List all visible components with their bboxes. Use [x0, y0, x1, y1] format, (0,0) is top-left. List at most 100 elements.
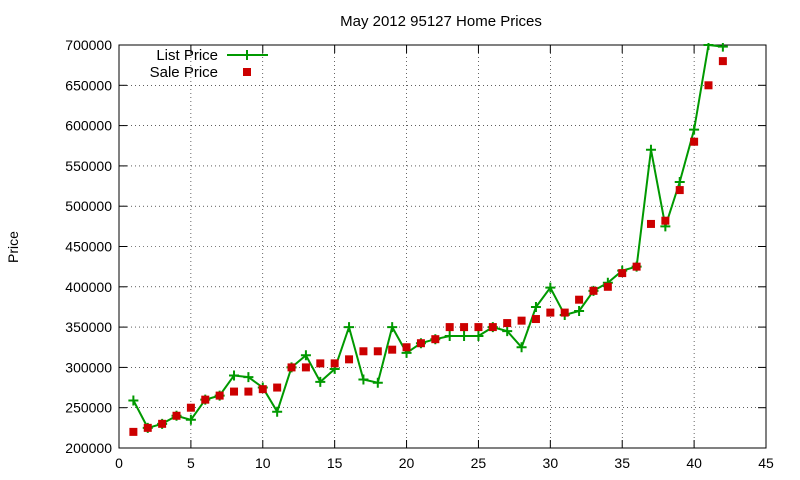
legend-marker-sale-price	[243, 68, 251, 76]
y-tick-label: 600000	[65, 118, 112, 134]
sale-price-point	[301, 363, 310, 372]
sale-price-point	[388, 345, 397, 354]
chart-title: May 2012 95127 Home Prices	[340, 13, 542, 30]
sale-price-point	[416, 339, 425, 348]
list-price-point	[272, 406, 283, 417]
sale-price-point	[330, 359, 339, 368]
list-price-point	[128, 395, 139, 406]
sale-price-point	[158, 419, 167, 428]
y-tick-label: 400000	[65, 279, 112, 295]
list-price-point	[300, 350, 311, 361]
sale-price-point	[258, 385, 267, 394]
list-price-point	[444, 330, 455, 341]
sale-price-point	[287, 363, 296, 372]
list-price-point	[315, 376, 326, 387]
x-tick-label: 35	[614, 455, 630, 471]
sale-price-point	[431, 335, 440, 344]
y-tick-label: 250000	[65, 400, 112, 416]
y-axis-label: Price	[5, 231, 21, 263]
sale-price-point	[201, 395, 210, 404]
list-price-point	[545, 282, 556, 293]
list-price-point	[689, 124, 700, 135]
sale-price-point	[345, 355, 354, 364]
list-price-point	[243, 372, 254, 383]
list-price-point	[185, 414, 196, 425]
list-price-point	[502, 326, 513, 337]
list-price-point	[645, 144, 656, 155]
list-price-point	[344, 322, 355, 333]
legend-label-list-price: List Price	[156, 47, 218, 64]
x-tick-label: 15	[327, 455, 343, 471]
sale-price-point	[402, 343, 411, 352]
list-price-point	[358, 374, 369, 385]
sale-price-point	[244, 387, 253, 396]
list-price-point	[459, 330, 470, 341]
list-price-point	[387, 322, 398, 333]
axes: 200000 250000 300000 350000 400000 450000 5000…	[65, 37, 774, 471]
x-tick-label: 0	[115, 455, 123, 471]
y-tick-label: 450000	[65, 239, 112, 255]
list-price-line	[132, 43, 724, 430]
series-list-price	[128, 43, 728, 433]
list-price-point	[473, 330, 484, 341]
grid-lines	[119, 45, 766, 448]
sale-price-point	[359, 347, 368, 356]
x-tick-label: 30	[543, 455, 559, 471]
sale-price-point	[560, 308, 569, 317]
y-tick-label: 700000	[65, 37, 112, 53]
legend-label-sale-price: Sale Price	[150, 64, 218, 81]
y-tick-label: 350000	[65, 319, 112, 335]
data-series	[128, 43, 728, 436]
list-price-point	[516, 342, 527, 353]
sale-price-point	[373, 347, 382, 356]
sale-price-point	[215, 391, 224, 400]
sale-price-point	[445, 323, 454, 332]
sale-price-point	[661, 216, 670, 225]
list-price-point	[703, 43, 714, 50]
y-tick-label: 500000	[65, 198, 112, 214]
x-tick-label: 45	[758, 455, 774, 471]
sale-price-point	[589, 286, 598, 295]
sale-price-point	[460, 323, 469, 332]
sale-price-point	[230, 387, 239, 396]
y-tick-label: 200000	[65, 440, 112, 456]
plot-border	[118, 44, 767, 449]
y-tick-label: 650000	[65, 77, 112, 93]
sale-price-point	[143, 423, 152, 432]
x-tick-label: 40	[686, 455, 702, 471]
x-tick-label: 25	[471, 455, 487, 471]
sale-price-point	[172, 411, 181, 420]
list-price-point	[717, 43, 728, 52]
y-tick-label: 300000	[65, 359, 112, 375]
x-tick-label: 20	[399, 455, 415, 471]
sale-price-point	[503, 319, 512, 328]
list-price-point	[674, 177, 685, 188]
sale-price-point	[517, 316, 526, 325]
sale-price-point	[690, 137, 699, 146]
sale-price-point	[129, 427, 138, 436]
sale-price-point	[718, 57, 727, 66]
sale-price-point	[575, 295, 584, 304]
list-price-point	[372, 377, 383, 388]
sale-price-point	[603, 282, 612, 291]
sale-price-point	[316, 359, 325, 368]
sale-price-point	[273, 383, 282, 392]
sale-price-point	[474, 323, 483, 332]
sale-price-point	[618, 269, 627, 278]
sale-price-point	[646, 219, 655, 228]
sale-price-point	[531, 315, 540, 324]
sale-price-point	[675, 186, 684, 195]
sale-price-point	[546, 308, 555, 317]
list-price-point	[229, 370, 240, 381]
sale-price-point	[186, 403, 195, 412]
list-price-point	[530, 301, 541, 312]
sale-price-point	[704, 81, 713, 90]
sale-price-point	[488, 323, 497, 332]
x-tick-label: 10	[255, 455, 271, 471]
y-tick-label: 550000	[65, 158, 112, 174]
list-price-point	[574, 305, 585, 316]
legend-marker-list-price	[242, 50, 252, 60]
sale-price-point	[632, 262, 641, 271]
